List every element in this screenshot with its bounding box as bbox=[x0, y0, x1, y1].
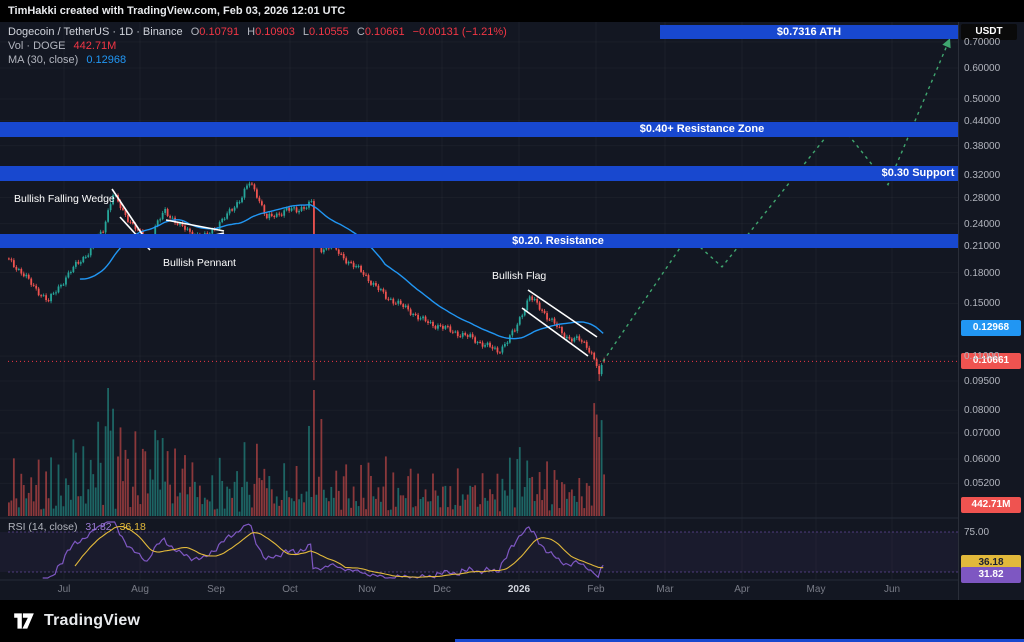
volume-row: Vol · DOGE 442.71M bbox=[8, 39, 507, 53]
pattern-trendline[interactable] bbox=[521, 307, 589, 357]
open-label: O bbox=[190, 26, 200, 38]
time-axis-label: Mar bbox=[656, 584, 674, 595]
attribution-text: TimHakki created with TradingView.com, F… bbox=[8, 5, 346, 17]
high-label: H bbox=[247, 26, 256, 38]
rsi-legend[interactable]: RSI (14, close) 31.82 36.18 bbox=[8, 521, 146, 533]
price-tick-label: 0.18000 bbox=[964, 267, 1001, 279]
ohlc-row: Dogecoin / TetherUS · 1D · Binance O0.10… bbox=[8, 25, 507, 39]
time-axis-label: Sep bbox=[207, 584, 225, 595]
chart-canvas[interactable] bbox=[0, 0, 1024, 600]
price-tick-label: 0.60000 bbox=[964, 63, 1001, 74]
zone-label: $0.30 Support bbox=[881, 167, 955, 179]
price-tick-label: 0.28000 bbox=[964, 192, 1001, 204]
low-value: 0.10555 bbox=[309, 26, 349, 38]
tradingview-wordmark: TradingView bbox=[44, 612, 141, 629]
pattern-trendline[interactable] bbox=[165, 219, 225, 232]
price-projection-line[interactable] bbox=[602, 38, 951, 362]
bottom-scrollbar bbox=[455, 639, 1024, 642]
last-price-badge: 0.10661 bbox=[961, 353, 1021, 370]
volume-series bbox=[8, 388, 605, 516]
time-axis-label: May bbox=[806, 584, 826, 595]
change-value: −0.00131 (−1.21%) bbox=[412, 26, 507, 38]
price-tick-label: 0.24000 bbox=[964, 218, 1001, 230]
price-tick-label: 0.08000 bbox=[964, 405, 1001, 417]
price-tick-label: 0.15000 bbox=[964, 298, 1001, 310]
price-tick-label: 0.09500 bbox=[964, 376, 1001, 387]
volume-label: Vol · DOGE bbox=[8, 40, 66, 52]
symbol-title: Dogecoin / TetherUS · 1D · Binance bbox=[8, 26, 183, 38]
close-label: C bbox=[356, 26, 365, 38]
rsi-value: 31.82 bbox=[85, 521, 112, 533]
pattern-trendline[interactable] bbox=[111, 188, 149, 244]
open-value: 0.10791 bbox=[199, 26, 240, 38]
time-axis-label: Jul bbox=[57, 584, 71, 595]
rsi-upper-tick: 75.00 bbox=[964, 527, 990, 538]
ma-line bbox=[79, 204, 604, 340]
price-axis[interactable]: USDT 0.12968 0.10661 442.71M 75.00 36.18… bbox=[958, 22, 1024, 600]
price-tick-label: 0.38000 bbox=[964, 140, 1001, 152]
rsi-ma-line bbox=[74, 526, 604, 578]
close-value: 0.10661 bbox=[364, 26, 405, 38]
price-tick-label: 0.21000 bbox=[964, 241, 1001, 253]
zone-label: $0.20. Resistance bbox=[512, 235, 604, 248]
price-tick-label: 0.50000 bbox=[964, 94, 1001, 105]
price-tick-label: 0.07000 bbox=[964, 427, 1001, 439]
footer-bar: TradingView bbox=[0, 600, 1024, 642]
rsi-line bbox=[42, 521, 604, 579]
attribution-bar: TimHakki created with TradingView.com, F… bbox=[0, 0, 1024, 22]
zone-label: $0.40+ Resistance Zone bbox=[639, 122, 765, 135]
pattern-label: Bullish Flag bbox=[492, 270, 547, 282]
ma-label: MA (30, close) bbox=[8, 54, 79, 66]
price-tick-label: 0.70000 bbox=[964, 36, 1001, 48]
high-value: 0.10903 bbox=[255, 26, 295, 38]
rsi-band bbox=[0, 532, 958, 572]
currency-badge[interactable]: USDT bbox=[961, 24, 1017, 40]
time-axis[interactable]: Jul Aug Sep Oct Nov Dec 2026 Feb Mar Apr May Jun bbox=[0, 580, 958, 600]
symbol-legend[interactable]: Dogecoin / TetherUS · 1D · Binance O0.10… bbox=[8, 25, 507, 67]
ma-value: 0.12968 bbox=[86, 54, 127, 66]
price-tick-label: 0.11000 bbox=[964, 351, 1000, 363]
price-tick-label: 0.06000 bbox=[964, 454, 1001, 465]
time-axis-label: Aug bbox=[131, 584, 149, 595]
rsi-label: RSI (14, close) bbox=[8, 521, 78, 533]
price-tick-label: 0.05200 bbox=[964, 478, 1001, 490]
price-tick-label: 0.44000 bbox=[964, 115, 1001, 127]
price-tick-label: 0.32000 bbox=[964, 169, 1001, 181]
volume-value: 442.71M bbox=[73, 40, 117, 52]
volume-badge: 442.71M bbox=[961, 497, 1021, 513]
time-axis-label: Nov bbox=[358, 584, 376, 595]
ath-band[interactable]: $0.7316 ATH bbox=[660, 25, 958, 39]
pattern-label: Bullish Pennant bbox=[163, 257, 236, 269]
pattern-trendline[interactable] bbox=[527, 289, 598, 338]
time-axis-label: 2026 bbox=[507, 584, 531, 595]
rsi-value-badge: 31.82 bbox=[961, 567, 1021, 583]
ma-row: MA (30, close) 0.12968 bbox=[8, 53, 507, 67]
ma-price-badge: 0.12968 bbox=[961, 320, 1021, 337]
projection-arrowhead bbox=[942, 38, 951, 49]
support-30-band[interactable]: $0.30 Support bbox=[0, 166, 958, 181]
zone-label: $0.7316 ATH bbox=[776, 26, 842, 38]
pattern-label: Bullish Falling Wedge bbox=[14, 193, 115, 205]
time-axis-label: Jun bbox=[883, 584, 901, 595]
time-axis-label: Feb bbox=[587, 584, 605, 595]
tradingview-logo-icon bbox=[14, 613, 34, 629]
time-axis-label: Oct bbox=[282, 584, 298, 595]
low-label: L bbox=[302, 26, 310, 38]
chart-area[interactable]: $0.7316 ATH $0.40+ Resistance Zone $0.30 S… bbox=[0, 0, 1024, 600]
resistance-40-band[interactable]: $0.40+ Resistance Zone bbox=[0, 121, 958, 137]
rsi-ma-value: 36.18 bbox=[119, 521, 146, 533]
time-axis-label: Dec bbox=[433, 584, 451, 595]
resistance-20-band[interactable]: $0.20. Resistance bbox=[0, 234, 958, 249]
time-axis-label: Apr bbox=[734, 584, 750, 595]
